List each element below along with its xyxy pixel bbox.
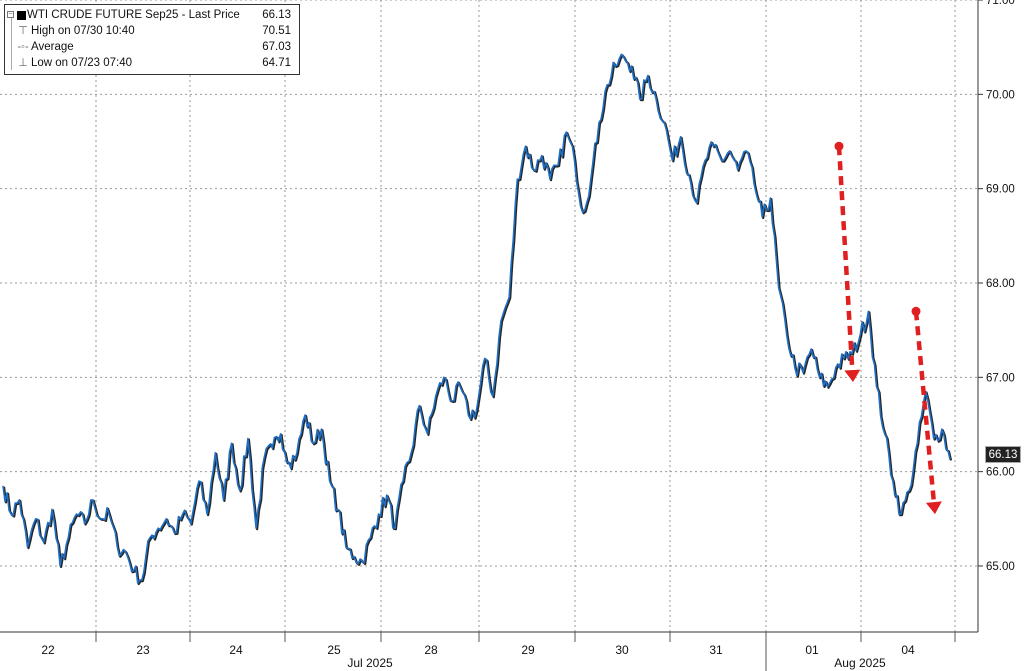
x-tick-label: 30 — [615, 643, 629, 657]
x-tick-label: 22 — [41, 643, 55, 657]
y-tick-label: 66.00 — [986, 467, 1015, 479]
x-tick-label: 23 — [136, 643, 150, 657]
y-tick-label: 68.00 — [986, 278, 1015, 290]
legend-high-value: 70.51 — [262, 25, 291, 37]
legend-average-row: -◦- Average 67.03 — [5, 39, 299, 55]
arrow-head — [925, 501, 942, 515]
legend-low-value: 64.71 — [262, 57, 291, 69]
average-marker-icon: -◦- — [17, 41, 29, 53]
y-tick-label: 71.00 — [986, 0, 1015, 7]
legend-low-row: ⊥ Low on 07/23 07:40 64.71 — [5, 55, 299, 71]
legend-low-label: Low on 07/23 07:40 — [31, 57, 133, 69]
legend-title-label: WTI CRUDE FUTURE Sep25 - Last Price — [27, 9, 240, 21]
low-marker-icon: ⊥ — [18, 57, 28, 69]
gridlines — [0, 0, 978, 632]
legend-title-row: − WTI CRUDE FUTURE Sep25 - Last Price 66… — [5, 7, 299, 23]
series-swatch-icon — [17, 11, 26, 20]
legend-average-label: Average — [31, 41, 74, 53]
legend-high-label: High on 07/30 10:40 — [31, 25, 135, 37]
chart-legend: − WTI CRUDE FUTURE Sep25 - Last Price 66… — [4, 4, 300, 75]
legend-title-value: 66.13 — [262, 9, 291, 21]
price-series — [2, 53, 953, 586]
legend-average-value: 67.03 — [262, 41, 291, 53]
x-tick-label: 31 — [709, 643, 723, 657]
price-line-shadow — [2, 54, 953, 586]
collapse-box-icon[interactable]: − — [7, 11, 14, 18]
x-tick-label: 28 — [424, 643, 438, 657]
annotations — [834, 141, 942, 515]
x-tick-label: 29 — [521, 643, 535, 657]
x-period-label: Jul 2025 — [347, 656, 393, 670]
arrow-shaft — [913, 311, 937, 503]
x-period-label: Aug 2025 — [834, 656, 886, 670]
y-tick-label: 69.00 — [986, 184, 1015, 196]
x-tick-label: 25 — [327, 643, 341, 657]
y-tick-label: 70.00 — [986, 89, 1015, 101]
x-tick-label: 01 — [805, 643, 819, 657]
arrow-head — [844, 369, 861, 383]
y-tick-label: 67.00 — [986, 372, 1015, 384]
x-tick-label: 04 — [901, 643, 915, 657]
arrow-shaft — [836, 146, 855, 371]
y-tick-label: 65.00 — [986, 561, 1015, 573]
legend-tree-line — [11, 18, 12, 70]
high-marker-icon: ⊤ — [18, 25, 28, 37]
x-tick-label: 24 — [229, 643, 243, 657]
last-price-tag: 66.13 — [985, 446, 1021, 463]
price-line — [2, 53, 951, 584]
legend-high-row: ⊤ High on 07/30 10:40 70.51 — [5, 23, 299, 39]
